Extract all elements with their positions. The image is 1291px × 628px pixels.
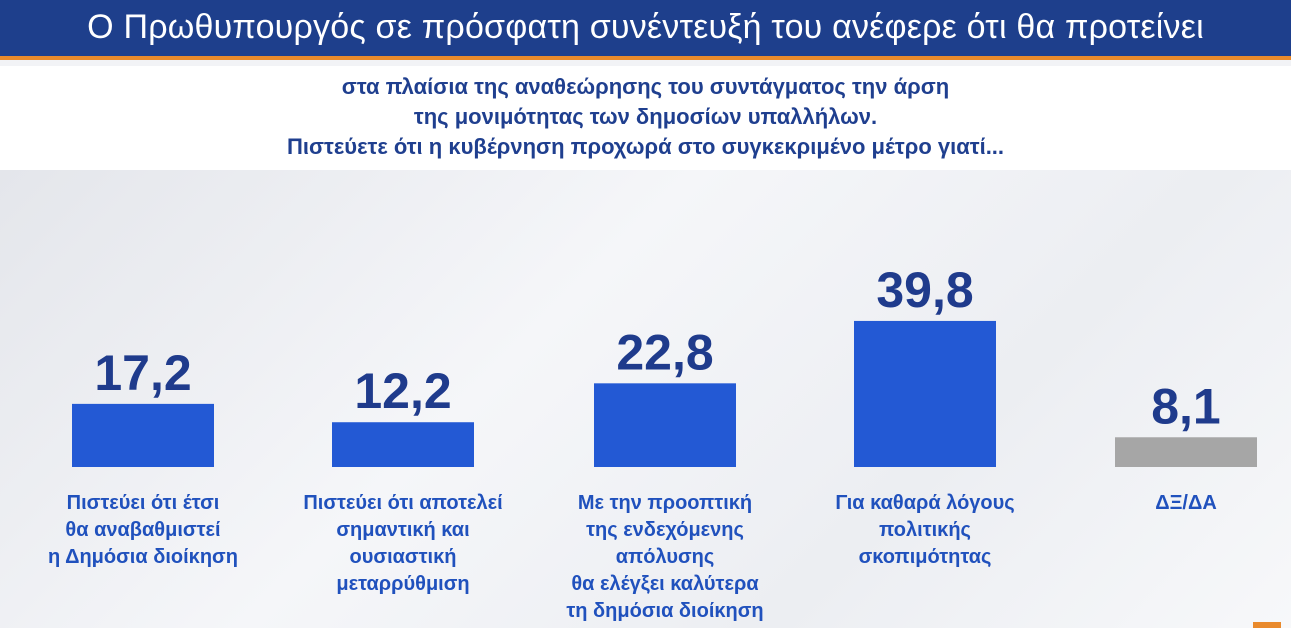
category-label-line: μεταρρύθμιση: [336, 573, 469, 595]
category-label-line: ΔΞ/ΔΑ: [1155, 492, 1217, 514]
category-label-line: Για καθαρά λόγους: [835, 492, 1014, 514]
category-label-line: τη δημόσια διοίκηση: [566, 600, 763, 622]
category-label-3: Με την προοπτική της ενδεχόμενης απόλυσης θ…: [566, 492, 763, 622]
question-line-2: της μονιμότητας των δημοσίων υπαλλήλων.: [413, 104, 878, 129]
value-label-1: 17,2: [94, 345, 191, 401]
category-label-line: Με την προοπτική: [578, 492, 752, 514]
chart-area: 17,2 Πιστεύει ότι έτσι θα αναβαθμιστεί η Δη…: [0, 170, 1291, 628]
category-label-line: απόλυσης: [616, 546, 715, 568]
category-label-line: πολιτικής: [879, 519, 971, 541]
accent-mark: [1253, 622, 1281, 628]
value-label-4: 39,8: [876, 262, 973, 318]
category-label-line: θα αναβαθμιστεί: [65, 519, 220, 541]
page-title: Ο Πρωθυπουργός σε πρόσφατη συνέντευξή το…: [87, 8, 1204, 46]
bar-chart: 17,2 Πιστεύει ότι έτσι θα αναβαθμιστεί η Δη…: [48, 262, 1257, 622]
category-label-line: ουσιαστική: [350, 546, 457, 568]
category-label-4: Για καθαρά λόγους πολιτικής σκοπιμότητας: [835, 492, 1014, 568]
question-line-1: στα πλαίσια της αναθεώρησης του συντάγμα…: [341, 74, 950, 99]
category-label-line: η Δημόσια διοίκηση: [48, 546, 238, 568]
category-label-2: Πιστεύει ότι αποτελεί σημαντική και ουσιασ…: [303, 492, 502, 595]
category-label-line: Πιστεύει ότι έτσι: [67, 492, 220, 514]
bar-4: [854, 320, 996, 467]
bar-2: [332, 422, 474, 467]
value-label-5: 8,1: [1151, 378, 1221, 434]
value-label-3: 22,8: [616, 324, 713, 380]
category-label-line: Πιστεύει ότι αποτελεί: [303, 492, 502, 514]
bar-5: [1115, 437, 1257, 467]
category-label-5: ΔΞ/ΔΑ: [1155, 492, 1217, 514]
value-label-2: 12,2: [354, 363, 451, 419]
category-label-line: σημαντική και: [336, 519, 469, 541]
category-label-line: της ενδεχόμενης: [586, 519, 744, 541]
bar-3: [594, 383, 736, 467]
category-label-1: Πιστεύει ότι έτσι θα αναβαθμιστεί η Δημόσι…: [48, 492, 238, 568]
category-label-line: θα ελέγξει καλύτερα: [571, 573, 759, 595]
header-bar: Ο Πρωθυπουργός σε πρόσφατη συνέντευξή το…: [0, 0, 1291, 60]
bar-1: [72, 403, 214, 467]
question-text: στα πλαίσια της αναθεώρησης του συντάγμα…: [0, 66, 1291, 170]
question-line-3: Πιστεύετε ότι η κυβέρνηση προχωρά στο συ…: [286, 134, 1005, 159]
category-label-line: σκοπιμότητας: [859, 546, 992, 568]
